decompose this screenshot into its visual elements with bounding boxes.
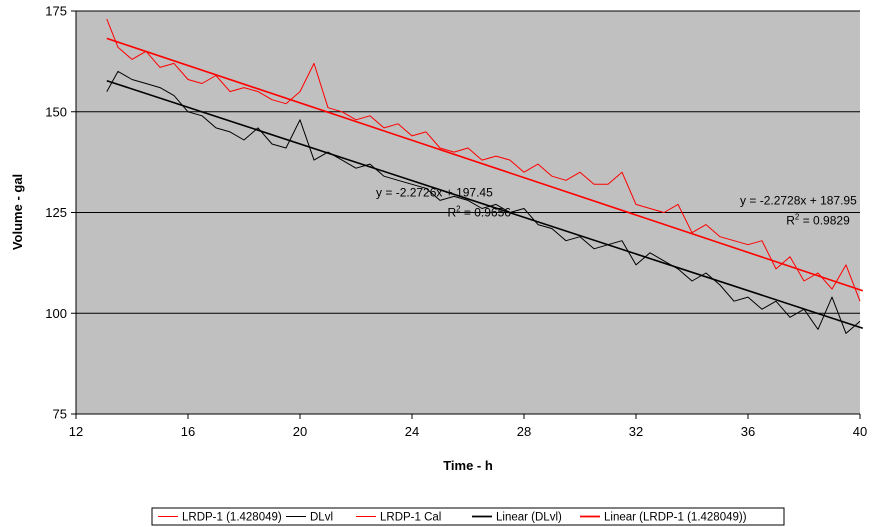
series-line-linear-dlvl [106,79,864,329]
legend-box [151,507,785,526]
series-line-dlvl [106,70,861,334]
trendline-annotation: y = -2.2726x + 197.45 [376,185,493,199]
tick-labels: 75 100 125 150 175 12 16 20 24 28 32 36 40 [45,4,867,440]
legend-label: Linear (LRDP-1 (1.428049)) [604,512,747,524]
x-tick-label: 40 [853,424,867,439]
x-tick-label: 24 [405,424,419,439]
trendline-annotation: y = -2.2728x + 187.95 [740,193,857,207]
axes [71,10,861,419]
gridlines [76,10,860,314]
y-tick-label: 175 [45,4,67,19]
legend-label: LRDP-1 Cal [380,512,441,524]
trendline-annotation: R2 = 0.9656 [447,205,511,220]
annotations: y = -2.2726x + 197.45 R2 = 0.9656 y = -2.2… [376,185,857,227]
series-line-lrdp-1-1-428049 [106,18,861,302]
y-tick-label: 125 [45,205,67,220]
series-line-linear-lrdp-1-1-428049 [106,37,864,292]
y-axis-title: Volume - gal [10,174,25,250]
x-tick-label: 32 [629,424,643,439]
trendline-annotation: R2 = 0.9829 [786,213,850,228]
x-tick-label: 36 [741,424,755,439]
x-tick-label: 12 [69,424,83,439]
legend-label: DLvl [310,512,333,524]
x-tick-label: 20 [293,424,307,439]
series-group [106,18,864,334]
x-tick-label: 28 [517,424,531,439]
legend-label: Linear (DLvl) [496,512,562,524]
legend: LRDP-1 (1.428049) DLvl LRDP-1 Cal Linear (D… [151,507,785,526]
x-axis-title: Time - h [443,458,493,473]
y-tick-label: 75 [53,407,67,422]
x-tick-label: 16 [181,424,195,439]
y-tick-label: 100 [45,306,67,321]
legend-label: LRDP-1 (1.428049) [182,512,282,524]
y-tick-label: 150 [45,104,67,119]
